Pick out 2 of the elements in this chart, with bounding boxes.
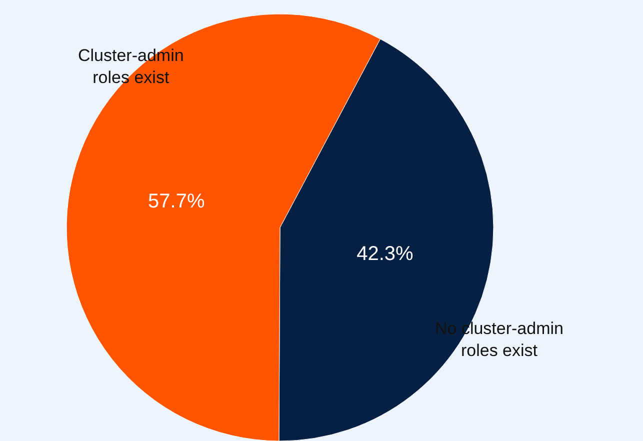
data-label: 42.3% [356, 242, 414, 265]
data-label: 57.7% [148, 190, 205, 212]
